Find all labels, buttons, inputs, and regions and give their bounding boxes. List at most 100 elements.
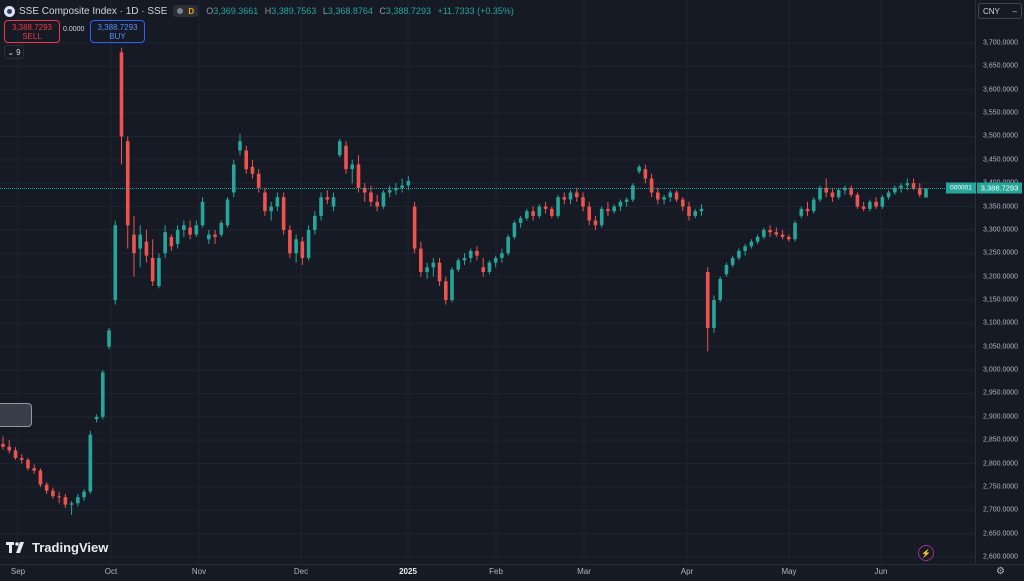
candle[interactable] — [786, 234, 791, 242]
candle[interactable] — [811, 197, 816, 214]
candle[interactable] — [213, 229, 217, 244]
candle[interactable] — [19, 454, 24, 464]
candle[interactable] — [868, 199, 872, 212]
candle[interactable] — [437, 257, 442, 286]
candle[interactable] — [475, 246, 479, 261]
chart-area[interactable] — [0, 0, 975, 564]
candle[interactable] — [375, 194, 379, 212]
candle[interactable] — [643, 164, 648, 184]
candle[interactable] — [69, 500, 74, 515]
candle[interactable] — [493, 255, 498, 268]
candle[interactable] — [443, 276, 448, 305]
candle[interactable] — [718, 276, 722, 303]
candle[interactable] — [456, 257, 461, 272]
candle[interactable] — [468, 248, 473, 263]
candle[interactable] — [581, 192, 585, 212]
candle[interactable] — [113, 220, 118, 305]
candle[interactable] — [225, 197, 230, 228]
candle[interactable] — [412, 201, 417, 254]
candlestick-chart[interactable] — [0, 0, 975, 564]
candle[interactable] — [57, 491, 61, 504]
candle[interactable] — [612, 204, 616, 214]
candle[interactable] — [32, 464, 36, 474]
candle[interactable] — [755, 234, 760, 244]
candle[interactable] — [599, 206, 604, 228]
candle[interactable] — [631, 183, 635, 202]
candle[interactable] — [574, 187, 579, 202]
candle[interactable] — [362, 183, 367, 202]
candle[interactable] — [381, 190, 386, 209]
candle[interactable] — [687, 201, 691, 221]
candle[interactable] — [886, 190, 891, 200]
candle[interactable] — [874, 197, 878, 209]
candle[interactable] — [699, 204, 704, 216]
candle[interactable] — [525, 208, 529, 221]
candle[interactable] — [269, 201, 273, 221]
candle[interactable] — [649, 173, 654, 198]
candle[interactable] — [13, 447, 18, 460]
candle[interactable] — [369, 185, 373, 207]
candle[interactable] — [356, 155, 361, 193]
candle[interactable] — [880, 194, 885, 209]
candle[interactable] — [799, 206, 804, 219]
candle[interactable] — [774, 227, 779, 237]
candle[interactable] — [207, 229, 211, 244]
candle[interactable] — [100, 370, 105, 420]
candle[interactable] — [724, 262, 729, 277]
candle[interactable] — [531, 206, 535, 221]
candle[interactable] — [905, 178, 910, 191]
tradingview-logo[interactable]: TradingView — [6, 540, 108, 555]
candle[interactable] — [730, 255, 735, 268]
candle[interactable] — [824, 178, 829, 198]
candle[interactable] — [500, 248, 504, 263]
indicators-toggle[interactable]: ⌄ 9 — [4, 45, 24, 59]
candle[interactable] — [568, 190, 573, 205]
candle[interactable] — [737, 248, 741, 261]
candle[interactable] — [38, 468, 43, 487]
candle[interactable] — [157, 253, 161, 289]
candle[interactable] — [281, 192, 286, 235]
candle[interactable] — [175, 225, 180, 249]
candle[interactable] — [344, 141, 348, 174]
candle[interactable] — [319, 192, 323, 221]
candle[interactable] — [419, 241, 423, 277]
candle[interactable] — [150, 239, 155, 286]
candle[interactable] — [76, 493, 80, 507]
candle[interactable] — [82, 489, 86, 501]
candle[interactable] — [387, 185, 392, 198]
candle[interactable] — [712, 295, 716, 333]
candle[interactable] — [331, 192, 336, 212]
candle[interactable] — [256, 169, 261, 193]
candle[interactable] — [275, 192, 280, 212]
candle[interactable] — [924, 187, 928, 198]
candle[interactable] — [26, 457, 30, 471]
candle[interactable] — [63, 493, 68, 508]
candle[interactable] — [587, 201, 592, 226]
candle[interactable] — [481, 257, 486, 277]
symbol-title[interactable]: SSE Composite Index · 1D · SSE — [19, 5, 168, 17]
candle[interactable] — [350, 159, 355, 184]
candle[interactable] — [462, 253, 467, 265]
side-panel-handle[interactable] — [0, 403, 32, 427]
candle[interactable] — [425, 262, 429, 279]
candle[interactable] — [1, 436, 5, 450]
candle[interactable] — [512, 220, 517, 240]
currency-select[interactable]: CNY – — [978, 3, 1022, 19]
candle[interactable] — [893, 185, 897, 195]
candle[interactable] — [51, 487, 55, 499]
candle[interactable] — [830, 187, 835, 202]
time-axis[interactable]: ⚙ Sep Oct Nov Dec 2025 Feb Mar Apr May Jun — [0, 564, 1024, 581]
candle[interactable] — [132, 215, 136, 277]
candle[interactable] — [138, 225, 143, 268]
candle[interactable] — [861, 201, 866, 212]
candle[interactable] — [88, 430, 93, 494]
candle[interactable] — [244, 145, 249, 174]
candle[interactable] — [668, 190, 673, 202]
candle[interactable] — [263, 187, 267, 216]
candle[interactable] — [306, 225, 311, 261]
candle[interactable] — [294, 234, 298, 263]
candle[interactable] — [107, 328, 111, 350]
candle[interactable] — [556, 194, 560, 219]
candle[interactable] — [325, 190, 330, 205]
candle[interactable] — [843, 185, 847, 195]
